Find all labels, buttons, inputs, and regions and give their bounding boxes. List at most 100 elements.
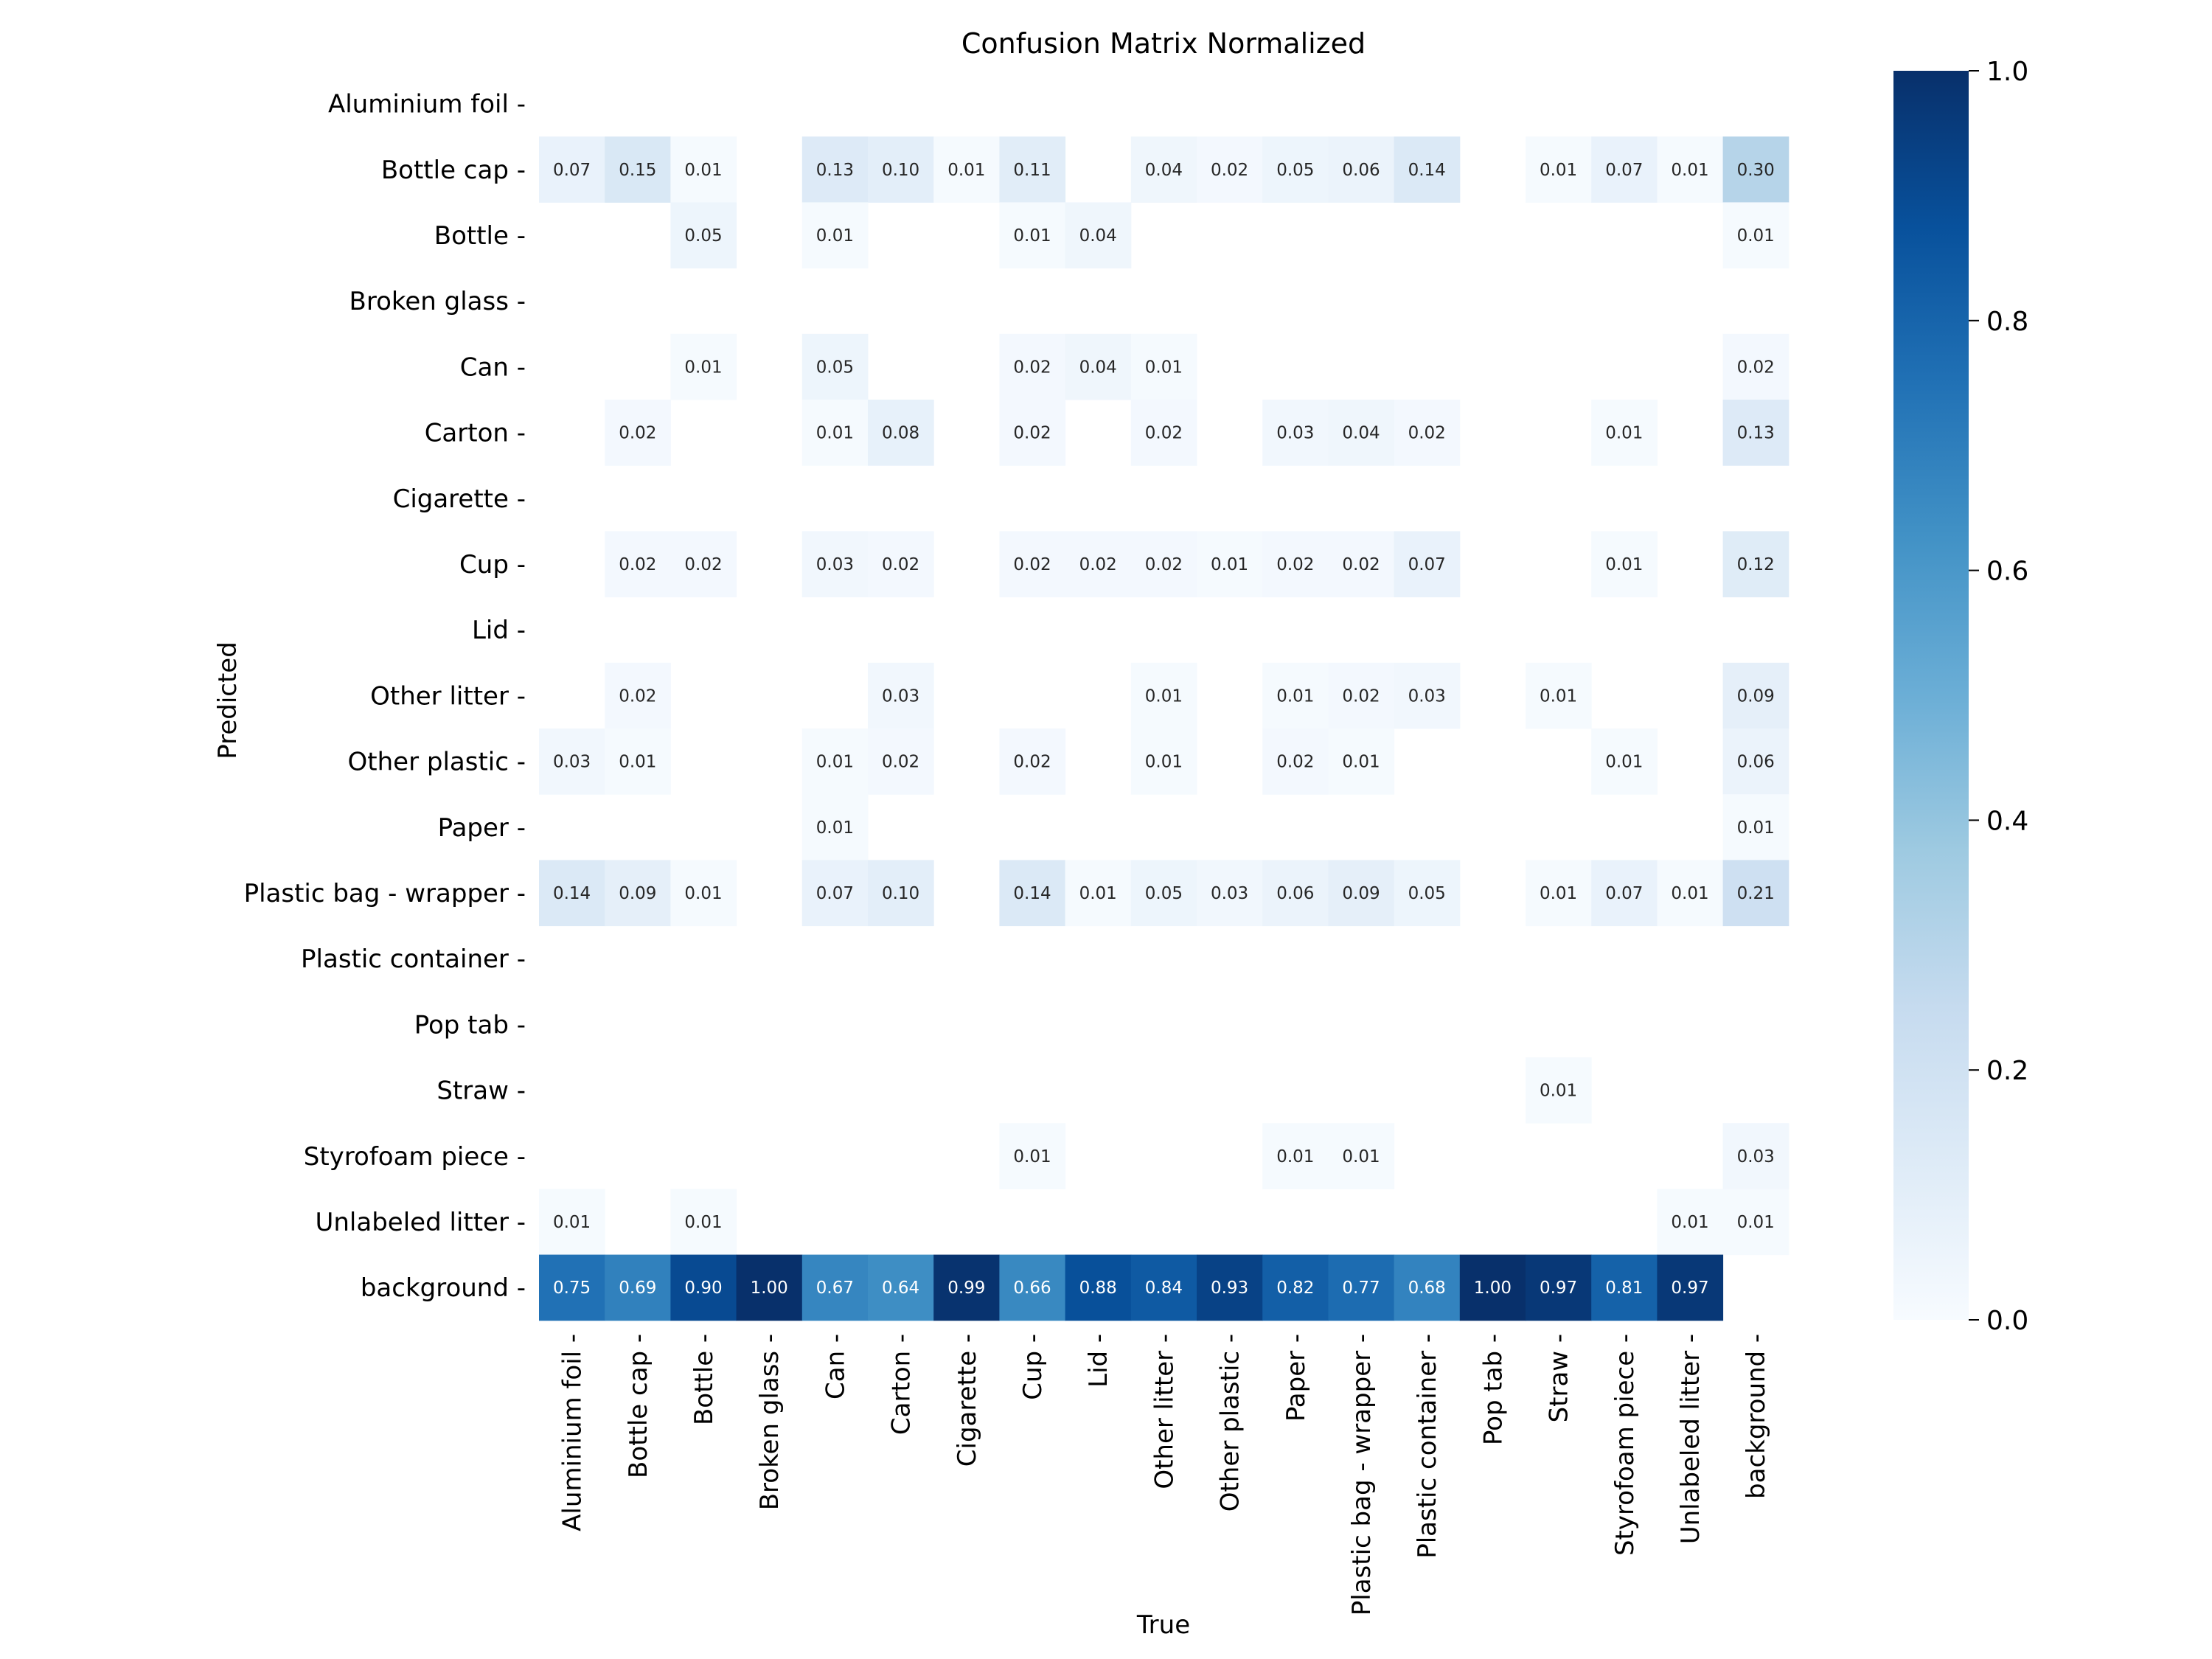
- y-tick-label: Can -: [460, 352, 526, 382]
- x-tick-label: Cup -: [1018, 1334, 1048, 1400]
- heatmap-cell: [801, 860, 869, 927]
- cell-value-label: 0.06: [1276, 884, 1314, 903]
- cell-value-label: 0.01: [1540, 884, 1577, 903]
- cell-value-label: 0.01: [1211, 555, 1248, 574]
- y-tick-label: Cigarette -: [393, 484, 526, 514]
- cell-value-label: 0.02: [1013, 753, 1051, 772]
- heatmap-cell: [1065, 202, 1132, 269]
- cell-value-label: 0.02: [882, 753, 919, 772]
- heatmap-cell: [1262, 860, 1329, 927]
- y-tick-label: Styrofoam piece -: [304, 1142, 526, 1172]
- heatmap-cell: [1130, 860, 1197, 927]
- heatmap-cell: [1722, 860, 1790, 927]
- cell-value-label: 0.02: [1145, 424, 1183, 443]
- heatmap-cell: [605, 860, 671, 927]
- cell-value-label: 0.02: [684, 555, 722, 574]
- cell-value-label: 0.02: [1342, 555, 1380, 574]
- heatmap-cell: [1722, 136, 1790, 203]
- cell-value-label: 0.01: [553, 1213, 591, 1232]
- cell-value-label: 0.02: [1737, 358, 1775, 377]
- colorbar-tick-label: 0.6: [1986, 557, 2028, 587]
- heatmap-cell: [1328, 136, 1395, 203]
- cell-value-label: 0.01: [684, 884, 722, 903]
- cell-value-label: 0.01: [684, 358, 722, 377]
- chart-title: Confusion Matrix Normalized: [961, 27, 1366, 60]
- heatmap-cell: [670, 333, 737, 400]
- cell-value-label: 0.03: [816, 555, 854, 574]
- cell-value-label: 0.09: [619, 884, 656, 903]
- cell-value-label: 0.02: [1079, 555, 1117, 574]
- heatmap-cell: [1130, 531, 1197, 598]
- heatmap-cell: [736, 1254, 803, 1321]
- x-tick-label: Plastic bag - wrapper -: [1347, 1334, 1377, 1615]
- heatmap-cell: [1722, 531, 1790, 598]
- cell-value-label: 0.21: [1737, 884, 1775, 903]
- cell-value-label: 0.97: [1540, 1279, 1577, 1298]
- heatmap-cell: [1722, 333, 1790, 400]
- heatmap-cell: [1526, 1057, 1592, 1124]
- heatmap-cell: [1197, 531, 1263, 598]
- heatmap-cell: [539, 1254, 605, 1321]
- cell-value-label: 0.01: [1605, 555, 1643, 574]
- heatmap-cell: [1722, 728, 1790, 795]
- colorbar-tick-label: 0.4: [1986, 806, 2028, 836]
- x-tick-label: Carton -: [887, 1334, 917, 1435]
- cell-value-label: 0.02: [1013, 424, 1051, 443]
- heatmap-cell: [1065, 860, 1132, 927]
- cell-value-label: 0.88: [1079, 1279, 1117, 1298]
- heatmap-cell: [868, 728, 934, 795]
- cell-value-label: 0.04: [1079, 226, 1117, 246]
- cell-value-label: 0.01: [1342, 1147, 1380, 1166]
- cell-value-label: 0.03: [1276, 424, 1314, 443]
- x-tick-label: Styrofoam piece -: [1610, 1334, 1640, 1556]
- heatmap-cell: [1262, 400, 1329, 466]
- heatmap-cell: [1722, 1189, 1790, 1256]
- cell-value-label: 0.67: [816, 1279, 854, 1298]
- cell-value-label: 0.05: [684, 226, 722, 246]
- cell-value-label: 0.14: [553, 884, 591, 903]
- x-tick-label: Other plastic -: [1216, 1334, 1245, 1512]
- heatmap-cell: [605, 136, 671, 203]
- cell-value-label: 0.97: [1671, 1279, 1708, 1298]
- cell-value-label: 0.02: [1276, 555, 1314, 574]
- heatmap-cell: [1722, 202, 1790, 269]
- heatmap-cell: [999, 728, 1066, 795]
- heatmap-cell: [539, 1189, 605, 1256]
- cell-value-label: 0.03: [1408, 686, 1446, 706]
- heatmap-cell: [605, 531, 671, 598]
- y-tick-label: Unlabeled litter -: [316, 1208, 526, 1237]
- cell-value-label: 0.01: [1013, 226, 1051, 246]
- y-tick-label: Straw -: [437, 1077, 526, 1106]
- heatmap-cell: [1262, 662, 1329, 729]
- heatmap-cell: [1722, 400, 1790, 466]
- cell-value-label: 0.03: [1737, 1147, 1775, 1166]
- heatmap-cell: [605, 662, 671, 729]
- y-tick-label: Plastic container -: [301, 945, 526, 974]
- heatmap-cell: [1526, 860, 1592, 927]
- cell-value-label: 0.02: [882, 555, 919, 574]
- cell-value-label: 0.01: [816, 226, 854, 246]
- cell-value-label: 0.01: [1737, 1213, 1775, 1232]
- heatmap-cell: [1394, 860, 1461, 927]
- x-tick-label: Paper -: [1281, 1334, 1311, 1422]
- heatmap-cells: 0.07 0.15 0.01 0.13 0.10 0.01 0.11 0.04 0.02 0.05…: [539, 136, 1790, 1321]
- cell-value-label: 0.01: [1671, 161, 1708, 180]
- cell-value-label: 0.01: [1671, 884, 1708, 903]
- cell-value-label: 0.01: [1737, 226, 1775, 246]
- cell-value-label: 0.01: [1342, 753, 1380, 772]
- cell-value-label: 1.00: [1474, 1279, 1512, 1298]
- cell-value-label: 0.07: [1408, 555, 1446, 574]
- cell-value-label: 0.04: [1145, 161, 1183, 180]
- cell-value-label: 0.02: [1211, 161, 1248, 180]
- cell-value-label: 0.14: [1408, 161, 1446, 180]
- heatmap-cell: [868, 860, 934, 927]
- heatmap-cell: [1130, 728, 1197, 795]
- heatmap-cell: [1130, 136, 1197, 203]
- cell-value-label: 0.07: [1605, 161, 1643, 180]
- cell-value-label: 0.01: [684, 1213, 722, 1232]
- heatmap-cell: [1262, 531, 1329, 598]
- heatmap-cell: [539, 860, 605, 927]
- heatmap-cell: [605, 1254, 671, 1321]
- heatmap-cell: [1591, 136, 1658, 203]
- cell-value-label: 0.10: [882, 161, 919, 180]
